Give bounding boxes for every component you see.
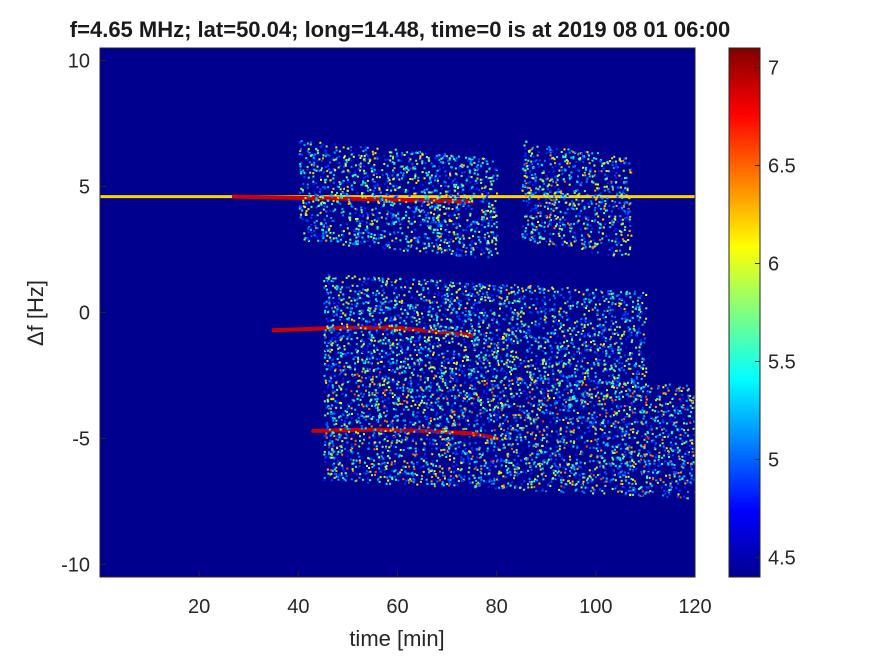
x-tick-label: 120 (678, 596, 711, 618)
spectrogram-cloud-4 (298, 140, 499, 259)
x-tick-label: 100 (579, 596, 612, 618)
colorbar-tick-label: 6.5 (768, 156, 796, 178)
colorbar-tick-label: 6 (768, 254, 779, 276)
x-tick-label: 60 (386, 596, 408, 618)
chart-title: f=4.65 MHz; lat=50.04; long=14.48, time=… (70, 17, 730, 42)
plot-area (100, 48, 695, 577)
colorbar-tick-label: 5.5 (768, 351, 796, 373)
spectrogram-cloud-7 (323, 367, 695, 500)
y-tick-label: -10 (61, 554, 90, 576)
spectrogram-cloud-5 (521, 140, 633, 257)
colorbar-tick-label: 7 (768, 58, 779, 80)
x-tick-label: 20 (188, 596, 210, 618)
colorbar (728, 47, 761, 578)
y-tick-label: 5 (79, 177, 90, 199)
y-tick-label: 0 (79, 303, 90, 325)
y-tick-label: -5 (72, 428, 90, 450)
spectrogram-cloud-6 (323, 274, 648, 386)
y-tick-label: 10 (68, 51, 90, 73)
spectrogram-trace-1 (231, 194, 474, 204)
colorbar-tick-label: 5 (768, 449, 779, 471)
spectrogram-trace-2 (271, 325, 474, 338)
x-tick-label: 40 (287, 596, 309, 618)
colorbar-tick-label: 4.5 (768, 547, 796, 569)
y-axis-label: Δf [Hz] (23, 280, 48, 346)
x-tick-label: 80 (486, 596, 508, 618)
x-axis-label: time [min] (349, 626, 444, 651)
